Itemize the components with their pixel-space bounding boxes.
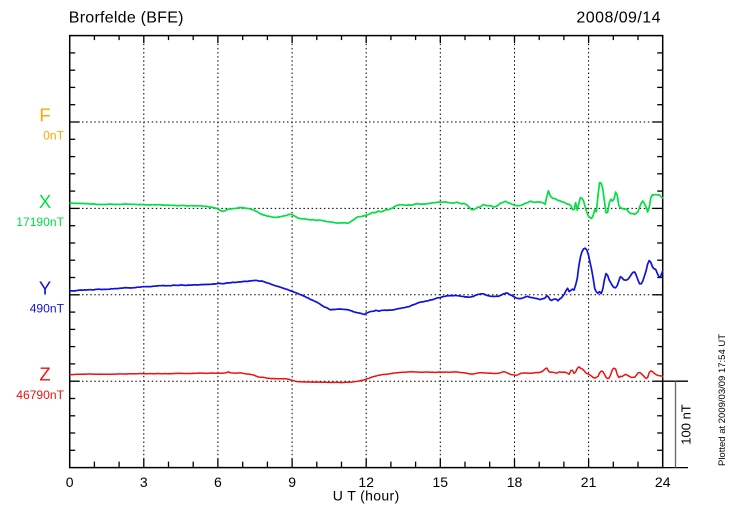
svg-text:17190nT: 17190nT (16, 215, 64, 229)
svg-text:46790nT: 46790nT (16, 388, 64, 402)
svg-text:0nT: 0nT (43, 129, 64, 143)
svg-text:Plotted at 2009/03/09 17:54 UT: Plotted at 2009/03/09 17:54 UT (717, 334, 728, 466)
svg-text:21: 21 (581, 474, 597, 490)
svg-text:18: 18 (507, 474, 523, 490)
svg-text:9: 9 (288, 474, 296, 490)
svg-text:2008/09/14: 2008/09/14 (576, 10, 661, 27)
svg-text:0: 0 (66, 474, 74, 490)
svg-text:U T (hour): U T (hour) (333, 488, 400, 504)
svg-text:100 nT: 100 nT (679, 404, 694, 445)
svg-text:Z: Z (39, 364, 50, 385)
svg-text:490nT: 490nT (30, 302, 65, 316)
svg-text:24: 24 (655, 474, 671, 490)
svg-text:3: 3 (140, 474, 148, 490)
svg-text:F: F (39, 105, 50, 126)
svg-text:12: 12 (358, 474, 374, 490)
svg-text:X: X (39, 191, 51, 212)
svg-text:Brorfelde (BFE): Brorfelde (BFE) (69, 10, 184, 27)
svg-text:6: 6 (214, 474, 222, 490)
svg-text:15: 15 (433, 474, 449, 490)
svg-text:Y: Y (39, 277, 51, 298)
